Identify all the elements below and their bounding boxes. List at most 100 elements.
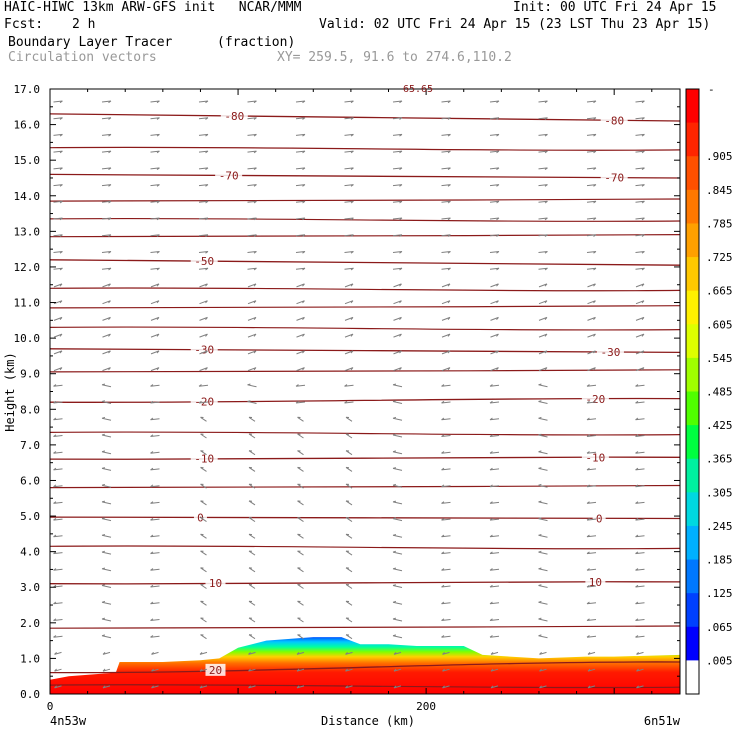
y-tick-label: 12.0: [14, 261, 41, 274]
vector-arrow: [295, 234, 306, 237]
vector-arrow: [101, 167, 112, 171]
vector-arrow: [344, 333, 354, 338]
vector-arrow: [587, 316, 596, 321]
vector-arrow: [53, 434, 63, 437]
contour-label-bg: [190, 452, 218, 465]
y-tick-label: 14.0: [14, 190, 41, 203]
vector-arrow: [296, 316, 305, 321]
vector-arrow: [150, 451, 160, 454]
vector-arrow: [392, 400, 403, 404]
vector-arrow: [489, 150, 500, 154]
vector-arrow: [490, 316, 499, 321]
vector-arrow: [151, 668, 159, 672]
vector-arrow: [587, 300, 596, 305]
vector-arrow: [200, 500, 207, 506]
vector-arrow: [101, 251, 112, 254]
vector-arrow: [101, 234, 112, 237]
vector-arrow: [441, 417, 451, 421]
colorbar-swatch: [686, 290, 699, 325]
contour-line--30: [49, 348, 681, 354]
vector-arrow: [538, 383, 548, 388]
vector-arrow: [53, 484, 63, 488]
vector-arrow: [54, 651, 62, 655]
vector-arrow: [441, 300, 451, 305]
vector-arrow: [392, 433, 403, 438]
vector-arrow: [297, 517, 304, 523]
vector-arrow: [538, 167, 548, 171]
vector-arrow: [392, 500, 403, 505]
vector-arrow: [198, 384, 209, 387]
colorbar-label: .065: [706, 621, 733, 634]
vector-arrow: [295, 133, 306, 137]
xy-range: XY= 259.5, 91.6 to 274.6,110.2: [277, 50, 512, 65]
contour-line: [49, 484, 681, 489]
vector-arrow: [345, 617, 353, 623]
vector-arrow: [101, 483, 112, 488]
vector-arrow: [586, 267, 597, 271]
vector-arrow: [538, 333, 548, 338]
vector-arrow: [247, 333, 257, 338]
vector-arrow: [538, 467, 548, 471]
contour-label: -10: [194, 453, 214, 466]
contour-label-bg: [600, 114, 628, 127]
vector-arrow: [538, 267, 548, 271]
vector-arrow: [344, 184, 354, 187]
vector-arrow: [53, 451, 63, 454]
vector-arrow: [200, 466, 207, 472]
vector-arrow: [441, 251, 451, 254]
vector-arrow: [150, 350, 160, 355]
vector-arrow: [101, 433, 112, 438]
vector-arrow: [344, 251, 354, 254]
vector-arrow: [587, 333, 596, 338]
vector-arrow: [392, 416, 403, 421]
y-tick-label: 16.0: [14, 119, 41, 132]
vector-arrow: [441, 618, 451, 621]
vector-arrow: [586, 467, 597, 471]
vector-arrow: [441, 184, 451, 187]
field-units: (fraction): [217, 35, 296, 50]
vector-arrow: [297, 466, 304, 472]
colorbar-swatch: [686, 156, 699, 191]
vector-arrow: [393, 300, 402, 305]
vector-arrow: [295, 217, 306, 221]
vector-arrow: [101, 500, 112, 505]
vector-arrow: [102, 668, 111, 672]
vector-arrow: [538, 184, 548, 187]
vector-arrow: [101, 383, 112, 388]
vector-arrow: [199, 333, 208, 338]
vector-arrow: [442, 651, 450, 655]
contour-label: -80: [224, 110, 244, 123]
y-tick-label: 11.0: [14, 297, 41, 310]
colorbar-swatch: [686, 458, 699, 493]
vector-arrow: [392, 517, 403, 522]
vector-arrow: [586, 200, 597, 204]
vector-arrow: [392, 251, 403, 254]
vector-arrow: [539, 685, 547, 689]
vector-arrow: [538, 367, 548, 372]
vector-arrow: [297, 416, 304, 422]
vector-arrow: [53, 367, 63, 372]
vector-arrow: [296, 283, 305, 288]
vector-arrow: [101, 150, 112, 154]
vector-arrow: [151, 651, 159, 655]
vector-arrow: [150, 217, 160, 221]
vector-arrow: [345, 651, 353, 655]
vector-arrow: [441, 484, 451, 488]
vector-arrow: [489, 534, 500, 538]
contour-line: [49, 545, 681, 550]
vector-arrow: [586, 217, 597, 221]
x-tick-label: 0: [47, 700, 54, 713]
vector-arrow: [53, 283, 63, 288]
vector-arrow: [635, 150, 645, 154]
vector-arrow: [489, 517, 500, 521]
vector-arrow: [441, 234, 451, 237]
contour-label-bg: [220, 109, 248, 122]
vector-arrow: [392, 117, 403, 120]
vector-arrow: [295, 117, 306, 120]
vector-arrow: [538, 567, 548, 572]
vector-arrow: [150, 251, 160, 254]
contour-label-bg: [215, 169, 243, 182]
vector-arrow: [54, 685, 62, 689]
vector-arrow: [296, 651, 305, 655]
y-tick-label: 0.0: [20, 688, 40, 701]
